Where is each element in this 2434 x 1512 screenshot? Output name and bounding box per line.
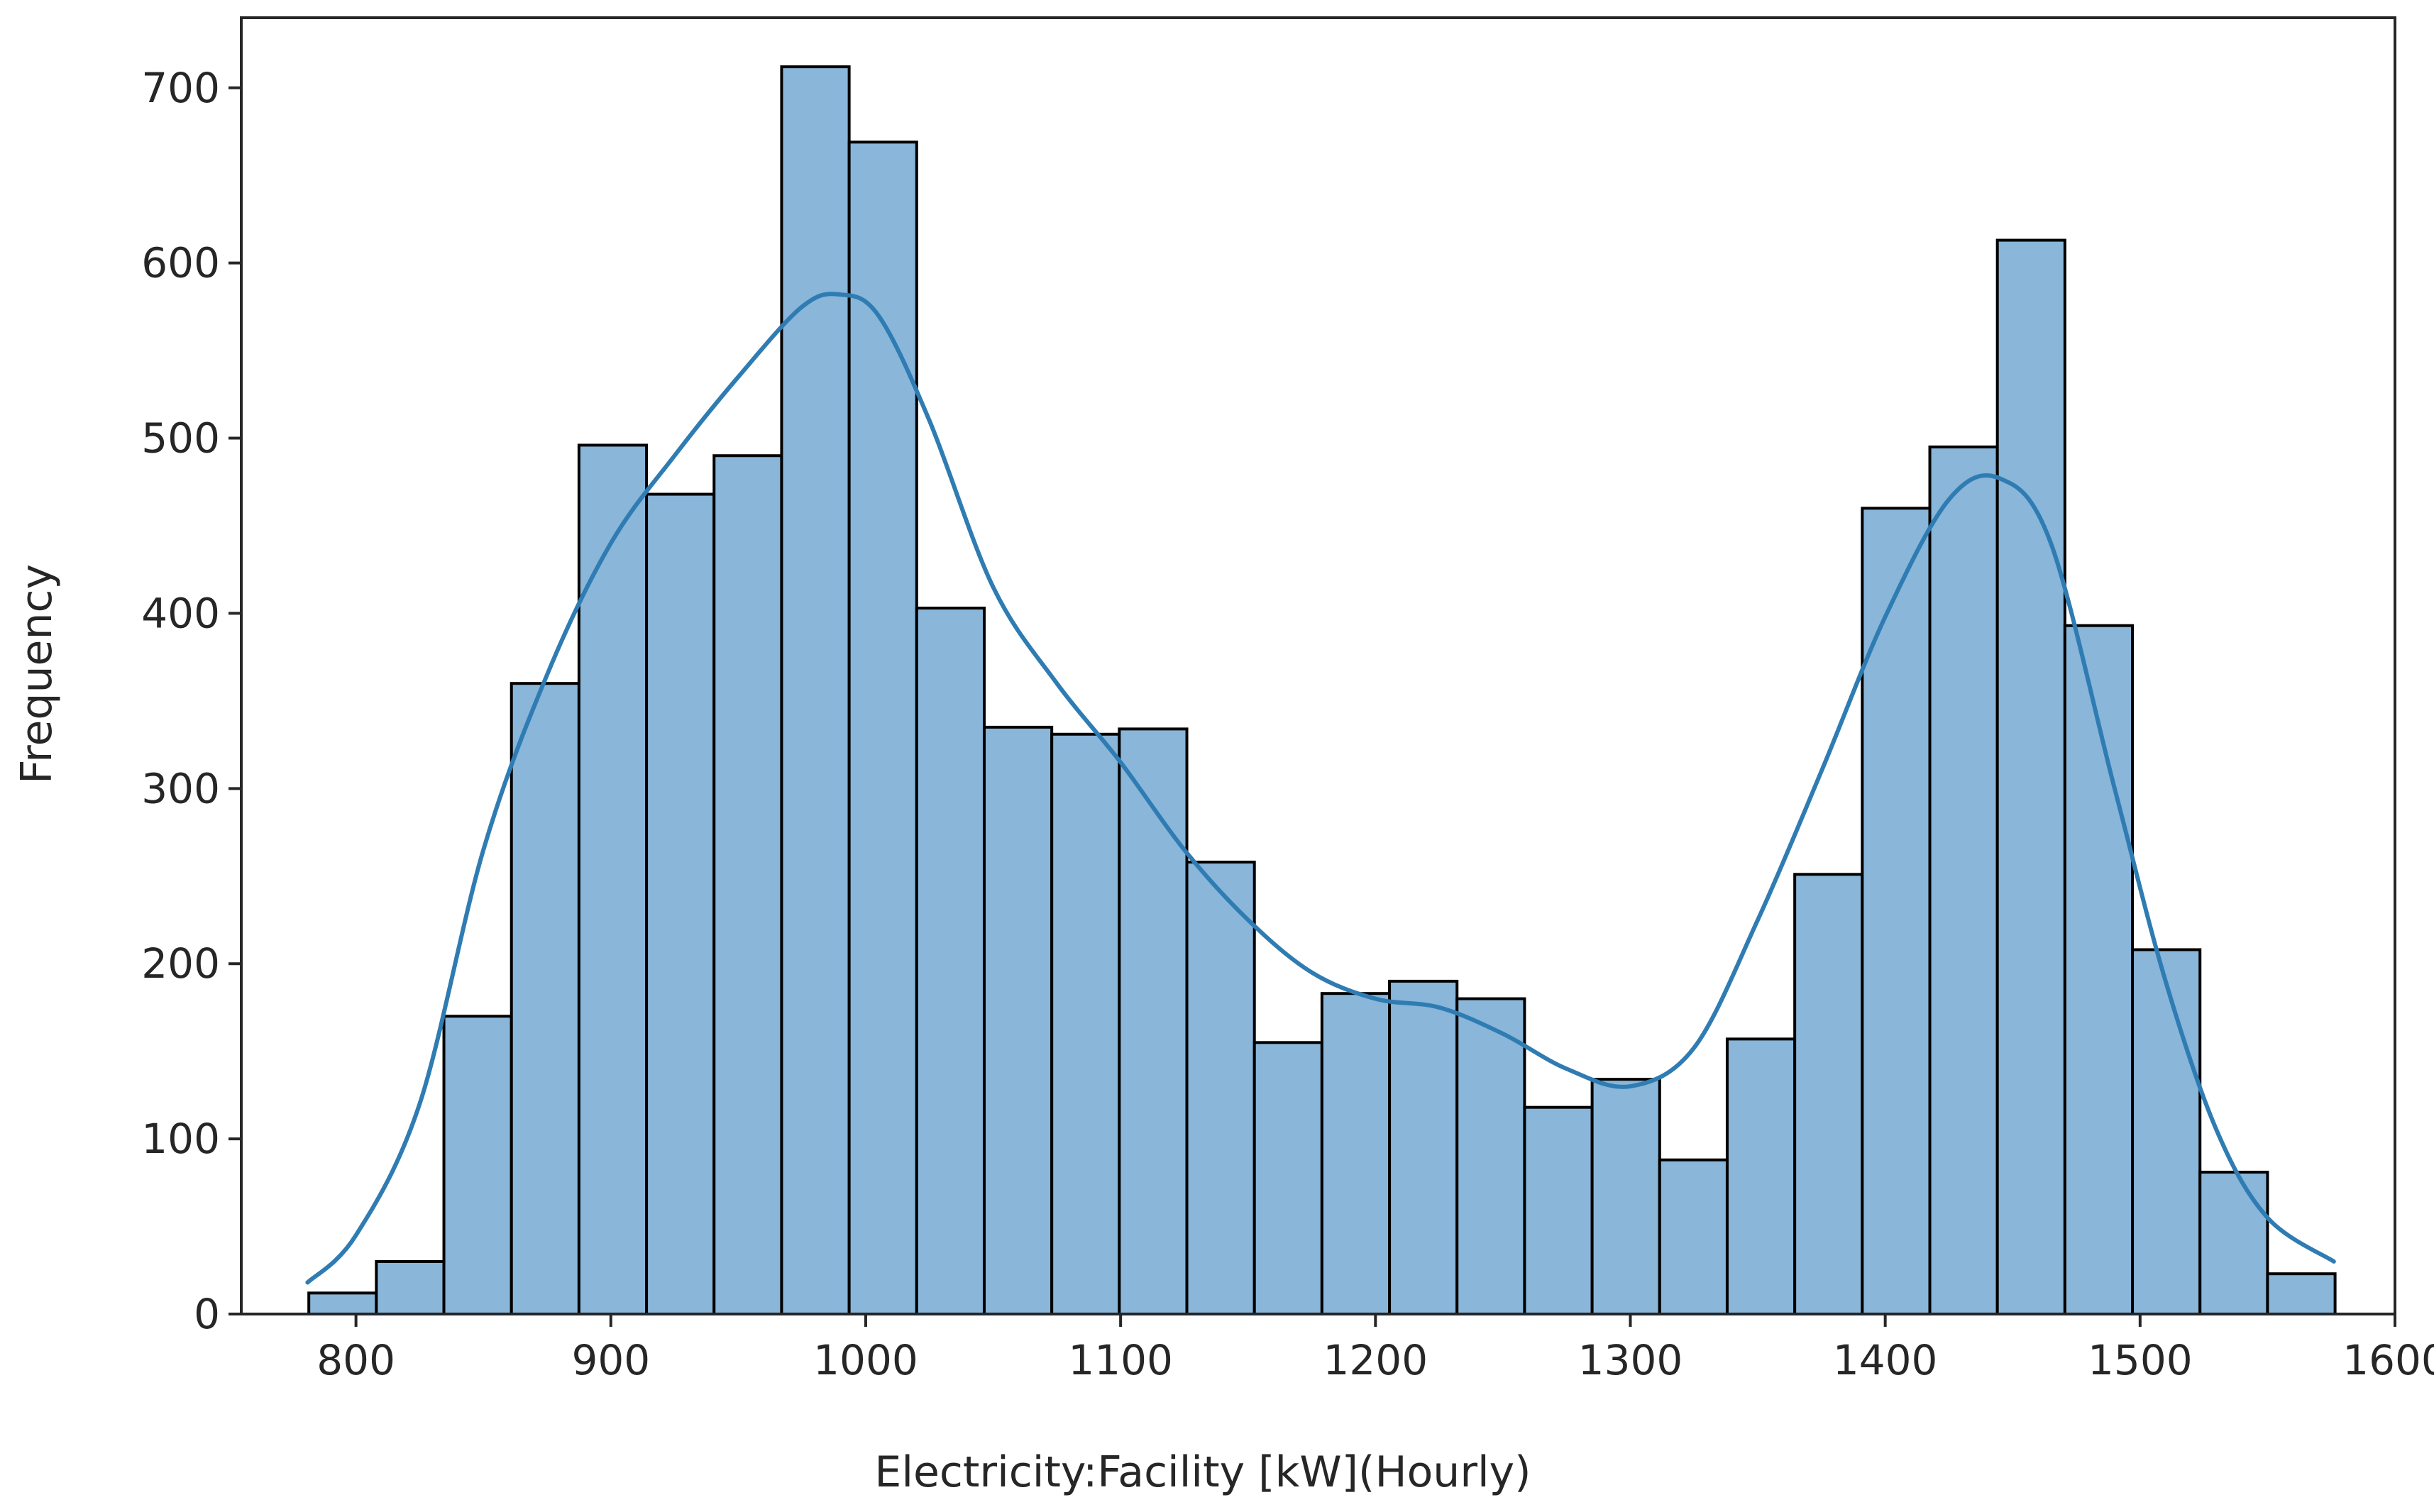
x-tick-label: 1200 <box>1323 1336 1428 1384</box>
histogram-bar <box>2131 948 2202 1315</box>
y-tick-label: 500 <box>141 414 220 463</box>
histogram-bar <box>780 65 851 1315</box>
plot-frame <box>240 16 2396 1315</box>
x-tick-label: 1300 <box>1578 1336 1683 1384</box>
y-tick-label: 200 <box>141 939 220 988</box>
y-tick-label: 300 <box>141 764 220 812</box>
y-tick-label: 100 <box>141 1115 220 1163</box>
histogram-bar <box>1252 1041 1323 1316</box>
y-axis-label: Frequency <box>12 564 62 784</box>
histogram-bar <box>712 454 783 1315</box>
x-tick-label: 1500 <box>2088 1336 2193 1384</box>
x-tick-label: 1400 <box>1833 1336 1938 1384</box>
histogram-bar <box>442 1015 513 1316</box>
x-axis-label: Electricity:Facility [kW](Hourly) <box>874 1447 1531 1497</box>
histogram-bar <box>982 725 1054 1315</box>
x-tick-label: 1000 <box>813 1336 918 1384</box>
histogram-bar <box>1793 873 1864 1316</box>
histogram-bar <box>375 1259 446 1315</box>
histogram-bar <box>1388 979 1459 1315</box>
histogram-bar <box>2198 1171 2269 1316</box>
histogram-bar <box>915 607 986 1315</box>
kde-curve <box>305 292 2336 1285</box>
histogram-bar <box>2063 624 2135 1315</box>
histogram-bar <box>1320 992 1392 1316</box>
x-tick-label: 1100 <box>1068 1336 1173 1384</box>
histogram-bar <box>1523 1105 1594 1316</box>
histogram-bar <box>1928 445 1999 1315</box>
histogram-bar <box>847 140 918 1316</box>
histogram-bar <box>1995 238 2066 1315</box>
y-tick-label: 0 <box>194 1290 220 1338</box>
histogram-bar <box>1725 1037 1797 1316</box>
x-tick-label: 800 <box>316 1336 395 1384</box>
histogram-bar <box>1185 861 1256 1315</box>
histogram-bar <box>645 492 716 1316</box>
histogram-bar <box>1455 997 1526 1315</box>
histogram-bar <box>307 1291 378 1315</box>
histogram-bar <box>510 682 580 1315</box>
y-axis-ticks: 0 100 200 300 400 500 600 700 <box>141 64 241 1338</box>
x-tick-label: 900 <box>571 1336 650 1384</box>
histogram-bar <box>1118 727 1189 1315</box>
histogram-bar <box>1050 732 1121 1315</box>
y-tick-label: 700 <box>141 64 220 112</box>
y-tick-label: 400 <box>141 589 220 637</box>
histogram-bar <box>1658 1158 1729 1315</box>
histogram-bar <box>2266 1272 2337 1315</box>
histogram-bar <box>577 443 649 1315</box>
histogram-bar <box>1590 1078 1661 1316</box>
histogram-bars <box>307 65 2337 1316</box>
y-tick-label: 600 <box>141 239 220 287</box>
histogram-bar <box>1861 507 1932 1316</box>
